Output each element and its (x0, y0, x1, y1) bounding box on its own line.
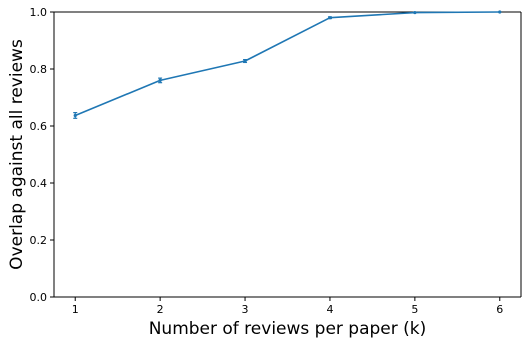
y-axis-title: Overlap against all reviews (7, 39, 27, 270)
x-axis-title: Number of reviews per paper (k) (149, 319, 427, 339)
data-point (498, 10, 502, 14)
y-tick-label: 0.6 (30, 120, 48, 133)
plot-area: 1 2 3 4 5 6 0.0 0.2 0.4 0.6 0.8 1.0 (30, 6, 522, 316)
x-tick-label: 5 (411, 303, 418, 316)
data-point (158, 78, 162, 82)
series-line (74, 11, 500, 117)
y-tick-label: 0.2 (30, 234, 48, 247)
x-tick-label: 2 (157, 303, 164, 316)
x-tick-label: 3 (242, 303, 249, 316)
data-point (73, 113, 77, 118)
x-ticks: 1 2 3 4 5 6 (72, 297, 503, 316)
y-tick-label: 1.0 (30, 6, 48, 19)
y-ticks: 0.0 0.2 0.4 0.6 0.8 1.0 (30, 6, 54, 304)
y-tick-label: 0.8 (30, 63, 48, 76)
data-point (413, 10, 417, 15)
y-tick-label: 0.4 (30, 177, 48, 190)
y-tick-label: 0.0 (30, 291, 48, 304)
series-layer (73, 10, 502, 119)
x-tick-label: 6 (496, 303, 503, 316)
x-tick-label: 1 (72, 303, 79, 316)
data-point (243, 59, 247, 63)
x-tick-label: 4 (326, 303, 333, 316)
data-point (328, 16, 332, 20)
